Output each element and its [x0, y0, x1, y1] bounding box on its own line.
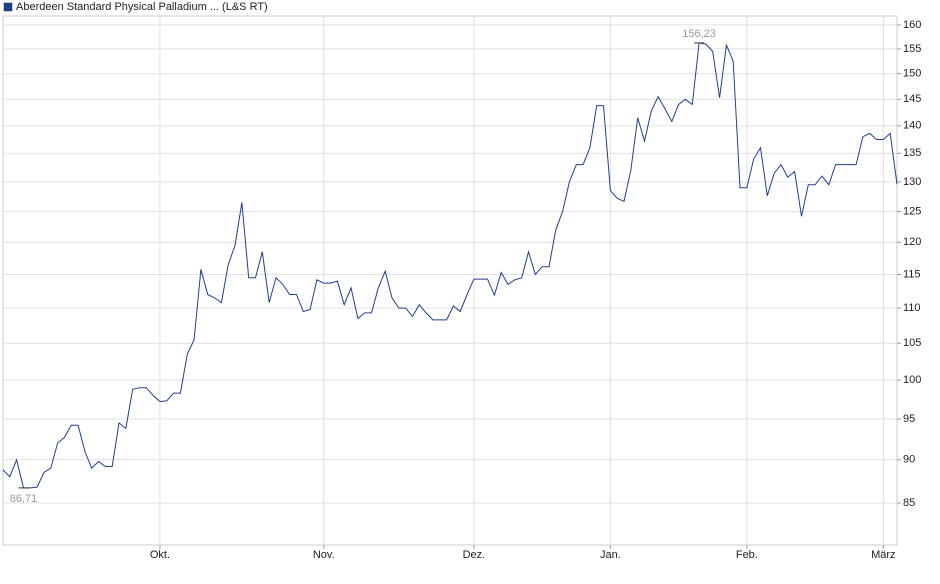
y-tick-label: 145: [903, 93, 921, 105]
y-tick-label: 160: [903, 19, 921, 31]
y-tick-label: 135: [903, 147, 921, 159]
annotation-label: 86,71: [10, 493, 38, 505]
legend-label: Aberdeen Standard Physical Palladium ...…: [16, 1, 268, 13]
y-tick-label: 120: [903, 236, 921, 248]
annotation-label: 156,23: [682, 28, 716, 40]
y-tick-label: 130: [903, 176, 921, 188]
y-tick-label: 150: [903, 68, 921, 80]
x-tick-label: März: [871, 549, 895, 561]
y-tick-label: 155: [903, 43, 921, 55]
y-tick-label: 115: [903, 268, 921, 280]
plot-frame: [2, 15, 898, 546]
legend-swatch: [3, 2, 13, 12]
x-tick-label: Feb.: [736, 549, 758, 561]
y-tick-label: 110: [903, 302, 921, 314]
y-tick-label: 85: [903, 497, 915, 509]
y-tick-label: 95: [903, 413, 915, 425]
y-tick-label: 100: [903, 374, 921, 386]
x-tick-label: Dez.: [463, 549, 486, 561]
y-tick-label: 90: [903, 454, 915, 466]
y-tick-label: 105: [903, 337, 921, 349]
x-tick-label: Jan.: [600, 549, 621, 561]
price-line: [2, 42, 898, 489]
y-tick-label: 125: [903, 205, 921, 217]
x-tick-label: Okt.: [150, 549, 170, 561]
x-tick-label: Nov.: [313, 549, 335, 561]
y-tick-label: 140: [903, 120, 921, 132]
